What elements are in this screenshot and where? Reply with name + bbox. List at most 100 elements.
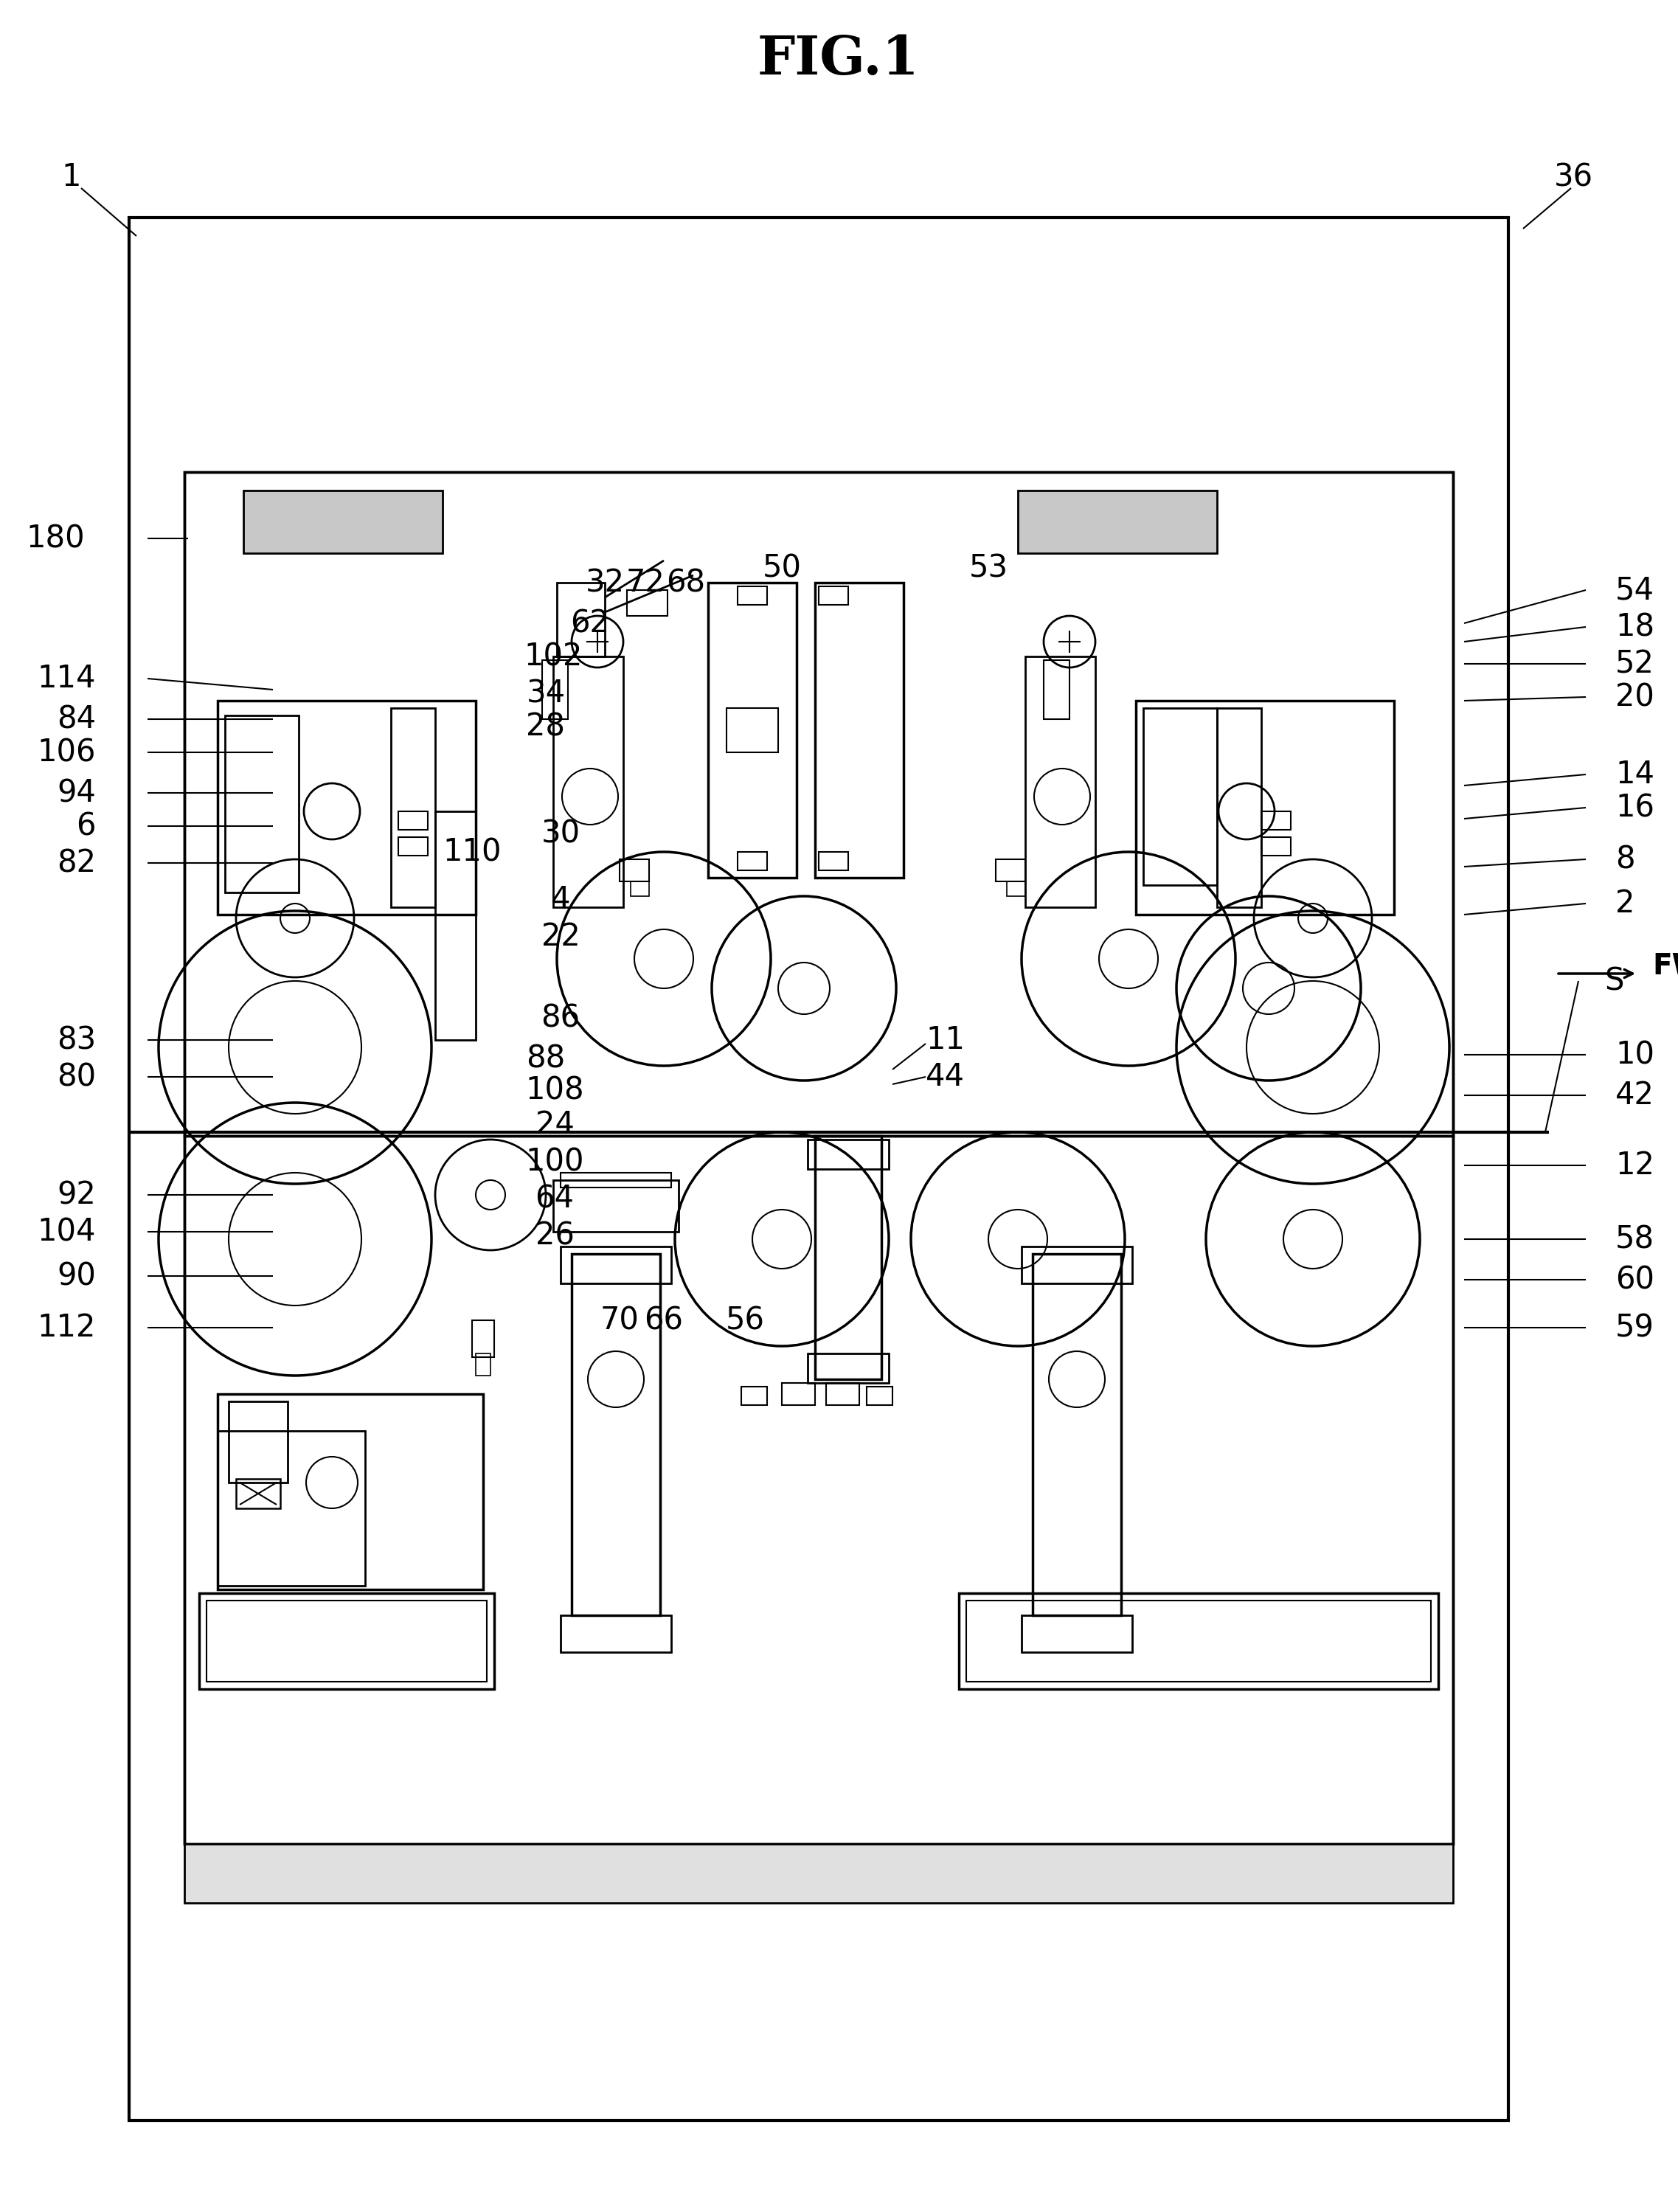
Bar bbox=[967, 1601, 1431, 1681]
Text: 66: 66 bbox=[644, 1305, 683, 1336]
Text: 68: 68 bbox=[666, 566, 705, 597]
Bar bbox=[206, 1601, 487, 1681]
Text: 60: 60 bbox=[1616, 1265, 1655, 1296]
Bar bbox=[218, 1394, 483, 1590]
Bar bbox=[826, 1382, 859, 1405]
Bar bbox=[554, 657, 623, 907]
Bar bbox=[129, 217, 1509, 2121]
Bar bbox=[185, 471, 1453, 1845]
Bar bbox=[218, 701, 477, 914]
Text: 59: 59 bbox=[1616, 1312, 1655, 1343]
Bar bbox=[1143, 708, 1217, 885]
Bar bbox=[435, 812, 477, 1040]
Bar bbox=[1019, 491, 1217, 553]
Bar bbox=[185, 1845, 1453, 1902]
Bar bbox=[560, 1615, 671, 1652]
Bar bbox=[398, 812, 428, 830]
Text: 24: 24 bbox=[535, 1110, 574, 1141]
Text: 90: 90 bbox=[57, 1261, 96, 1292]
Bar bbox=[819, 852, 847, 869]
Bar bbox=[727, 708, 779, 752]
Bar bbox=[200, 1593, 495, 1690]
Text: 86: 86 bbox=[540, 1002, 581, 1033]
Bar bbox=[816, 582, 903, 878]
Bar bbox=[398, 836, 428, 856]
Bar bbox=[807, 1354, 889, 1382]
Bar bbox=[477, 1354, 490, 1376]
Text: 58: 58 bbox=[1616, 1223, 1655, 1254]
Bar bbox=[560, 1172, 671, 1188]
Bar bbox=[995, 858, 1025, 880]
Bar bbox=[1136, 701, 1394, 914]
Bar bbox=[1217, 708, 1262, 907]
Text: 114: 114 bbox=[37, 664, 96, 695]
Bar bbox=[1044, 659, 1069, 719]
Text: 2: 2 bbox=[1616, 887, 1634, 918]
Text: 8: 8 bbox=[1616, 843, 1634, 874]
Bar bbox=[472, 1321, 495, 1358]
Bar bbox=[391, 708, 435, 907]
Bar bbox=[819, 586, 847, 604]
Bar bbox=[572, 1254, 659, 1615]
Bar bbox=[225, 714, 299, 891]
Bar bbox=[560, 1248, 671, 1283]
Bar bbox=[557, 582, 604, 657]
Text: 1: 1 bbox=[62, 161, 81, 192]
Text: 52: 52 bbox=[1616, 648, 1655, 679]
Text: 36: 36 bbox=[1554, 161, 1592, 192]
Text: FW: FW bbox=[1653, 951, 1678, 980]
Text: 83: 83 bbox=[57, 1024, 96, 1055]
Bar bbox=[738, 852, 767, 869]
Text: 14: 14 bbox=[1616, 759, 1655, 790]
Text: 12: 12 bbox=[1616, 1150, 1655, 1181]
Text: 108: 108 bbox=[525, 1075, 584, 1106]
Text: 62: 62 bbox=[571, 608, 609, 639]
Text: 32: 32 bbox=[586, 566, 624, 597]
Bar bbox=[816, 1137, 881, 1380]
Bar bbox=[1022, 1248, 1133, 1283]
Text: 94: 94 bbox=[57, 776, 96, 807]
Text: 18: 18 bbox=[1616, 611, 1655, 641]
Text: 26: 26 bbox=[535, 1221, 574, 1252]
Text: 44: 44 bbox=[926, 1062, 965, 1093]
Text: 100: 100 bbox=[525, 1146, 584, 1177]
Bar bbox=[866, 1387, 893, 1405]
Bar bbox=[708, 582, 797, 878]
Bar bbox=[1032, 1254, 1121, 1615]
Bar bbox=[628, 591, 668, 615]
Bar bbox=[228, 1402, 287, 1482]
Bar bbox=[958, 1593, 1438, 1690]
Text: 84: 84 bbox=[57, 703, 96, 734]
Text: 50: 50 bbox=[762, 553, 802, 584]
Text: FIG.1: FIG.1 bbox=[757, 33, 920, 86]
Bar bbox=[742, 1387, 767, 1405]
Text: 70: 70 bbox=[601, 1305, 639, 1336]
Text: 72: 72 bbox=[626, 566, 664, 597]
Bar bbox=[542, 659, 567, 719]
Text: 42: 42 bbox=[1616, 1079, 1655, 1110]
Bar bbox=[1022, 1615, 1133, 1652]
Bar bbox=[807, 1139, 889, 1170]
Text: 82: 82 bbox=[57, 847, 96, 878]
Bar bbox=[237, 1480, 280, 1509]
Bar bbox=[1262, 836, 1290, 856]
Text: 16: 16 bbox=[1616, 792, 1655, 823]
Text: 11: 11 bbox=[926, 1024, 965, 1055]
Text: 6: 6 bbox=[76, 810, 96, 841]
Text: 80: 80 bbox=[57, 1062, 96, 1093]
Bar bbox=[554, 1181, 678, 1232]
Text: 88: 88 bbox=[527, 1042, 565, 1073]
Text: 180: 180 bbox=[27, 522, 86, 553]
Text: 10: 10 bbox=[1616, 1040, 1655, 1071]
Bar bbox=[631, 880, 649, 896]
Text: 102: 102 bbox=[524, 641, 582, 672]
Text: 4: 4 bbox=[550, 885, 571, 916]
Text: 110: 110 bbox=[443, 836, 502, 867]
Text: 28: 28 bbox=[527, 710, 565, 741]
Bar bbox=[1262, 812, 1290, 830]
Bar bbox=[185, 471, 1453, 1137]
Text: 54: 54 bbox=[1616, 575, 1655, 606]
Bar bbox=[218, 1431, 366, 1586]
Bar bbox=[1007, 880, 1025, 896]
Text: 92: 92 bbox=[57, 1179, 96, 1210]
